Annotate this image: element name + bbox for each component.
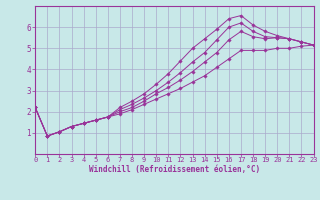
X-axis label: Windchill (Refroidissement éolien,°C): Windchill (Refroidissement éolien,°C) <box>89 165 260 174</box>
